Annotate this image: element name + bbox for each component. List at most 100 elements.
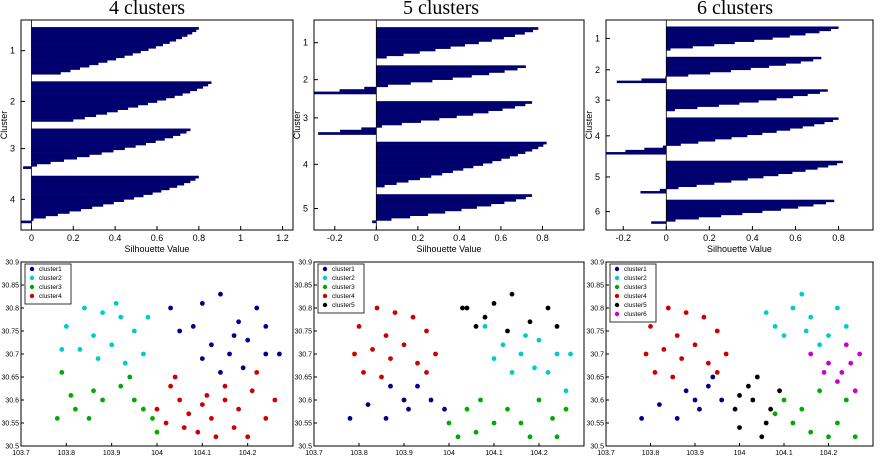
scatter-point-cluster5	[554, 324, 560, 329]
scatter-point-cluster4	[236, 406, 242, 412]
silhouette-bar-c2	[666, 56, 822, 60]
silhouette-bar-c4	[376, 182, 397, 185]
silhouette-bar-c5	[666, 169, 806, 172]
silhouette-bar-c5	[376, 194, 533, 197]
scatter-point-cluster1	[347, 416, 353, 421]
scatter-point-cluster3	[91, 388, 96, 394]
scatter-point-cluster6	[826, 360, 831, 366]
silhouette-bar-c3	[376, 122, 402, 126]
y-tick-label: 1	[595, 33, 600, 43]
silhouette-bar-c2	[666, 67, 751, 71]
silhouette-bar-c2	[376, 74, 472, 78]
scatter-point-cluster2	[491, 356, 497, 361]
y-tick-label: 30.9	[5, 260, 19, 267]
silhouette-bar-c3	[23, 166, 32, 169]
x-tick-label: 104	[734, 450, 746, 457]
scatter-point-cluster5	[473, 324, 479, 329]
scatter-point-cluster4	[172, 374, 178, 380]
scatter-point-cluster4	[424, 370, 429, 375]
silhouette-bar-c5	[376, 206, 477, 209]
scatter-point-cluster3	[127, 374, 133, 380]
legend-label-cluster2: cluster2	[624, 275, 647, 282]
silhouette-bar-c4	[666, 132, 763, 136]
scatter-point-cluster3	[154, 429, 160, 435]
silhouette-bar-c2	[31, 95, 175, 99]
silhouette-bar-c1	[376, 34, 515, 38]
scatter-point-cluster4	[154, 406, 160, 412]
scatter-point-cluster5	[777, 388, 782, 394]
silhouette-bar-c1	[31, 41, 170, 44]
silhouette-bar-c1	[666, 28, 832, 32]
y-tick-label: 3	[595, 95, 600, 105]
silhouette-bar-c3	[31, 142, 146, 146]
scatter-point-cluster4	[714, 370, 720, 375]
silhouette-bar-c3	[31, 130, 187, 134]
scatter-point-cluster3	[141, 406, 146, 412]
silhouette-bar-c1	[31, 31, 193, 35]
scatter-point-cluster3	[68, 393, 74, 398]
scatter-point-cluster5	[750, 397, 756, 403]
scatter-point-cluster3	[808, 429, 814, 435]
silhouette-bar-c3	[666, 102, 740, 105]
silhouette-bar-c1	[666, 37, 773, 40]
scatter-point-cluster2	[141, 351, 146, 357]
silhouette-bar-c3	[31, 145, 136, 148]
silhouette-bar-c4	[31, 206, 93, 210]
scatter-point-cluster1	[406, 406, 411, 412]
silhouette-bar-c1	[31, 43, 163, 47]
x-tick-label: 0.6	[789, 233, 802, 243]
silhouette-bar-c3	[376, 108, 503, 111]
silhouette-bar-c5	[666, 175, 764, 179]
silhouette-bar-c4	[666, 136, 732, 140]
silhouette-bar-c1	[31, 29, 197, 33]
scatter-point-cluster2	[482, 324, 488, 329]
scatter-point-cluster2	[113, 301, 119, 306]
scatter-point-cluster1	[168, 305, 174, 311]
silhouette-bar-c3	[31, 163, 38, 167]
scatter-point-cluster3	[563, 406, 569, 412]
scatter-point-cluster2	[790, 305, 796, 311]
scatter-point-cluster4	[665, 305, 671, 311]
scatter-point-cluster4	[701, 314, 707, 320]
silhouette-bar-c4	[625, 149, 667, 153]
silhouette-bar-c3	[31, 128, 191, 132]
silhouette-bar-c4	[666, 139, 716, 142]
y-tick-label: 30.8	[590, 306, 604, 313]
legend-label-cluster4: cluster4	[332, 293, 355, 300]
silhouette-bar-c4	[31, 199, 125, 202]
silhouette-bar-c1	[31, 55, 125, 59]
scatter-point-cluster4	[361, 370, 366, 375]
scatter-point-cluster5	[482, 314, 488, 320]
silhouette-bar-c4	[31, 208, 82, 212]
silhouette-bar-c4	[31, 196, 134, 200]
scatter-point-cluster3	[852, 434, 858, 440]
scatter-point-cluster2	[122, 360, 128, 366]
y-tick-label: 2	[10, 96, 15, 106]
scatter-point-cluster2	[545, 370, 551, 375]
y-axis-label: Cluster	[584, 111, 594, 140]
scatter-point-cluster4	[388, 356, 393, 361]
y-tick-label: 30.55	[586, 421, 604, 428]
scatter-point-cluster4	[222, 383, 228, 389]
y-tick-label: 4	[303, 159, 308, 169]
silhouette-bar-c1	[376, 29, 534, 33]
silhouette-bar-c5	[376, 203, 492, 207]
silhouette-bar-c1	[31, 64, 90, 68]
silhouette-bar-c5	[666, 162, 838, 166]
y-tick-label: 30.85	[294, 283, 312, 290]
silhouette-bar-c4	[31, 185, 178, 188]
silhouette-bar-c2	[31, 119, 74, 122]
scatter-point-cluster3	[491, 420, 497, 426]
scatter-point-cluster2	[781, 333, 787, 338]
legend-marker-cluster1	[29, 266, 35, 272]
silhouette-bar-c2	[666, 61, 801, 64]
x-tick-label: 103.7	[597, 450, 615, 457]
silhouette-bar-c1	[31, 71, 61, 75]
scatter-point-cluster1	[415, 383, 420, 389]
silhouette-bar-c5	[376, 201, 505, 205]
silhouette-bar-c4	[376, 141, 547, 145]
scatter-point-cluster5	[732, 406, 738, 412]
legend-marker-cluster1	[322, 266, 328, 272]
scatter-point-cluster3	[100, 397, 105, 403]
silhouette-bar-c2	[376, 84, 389, 88]
